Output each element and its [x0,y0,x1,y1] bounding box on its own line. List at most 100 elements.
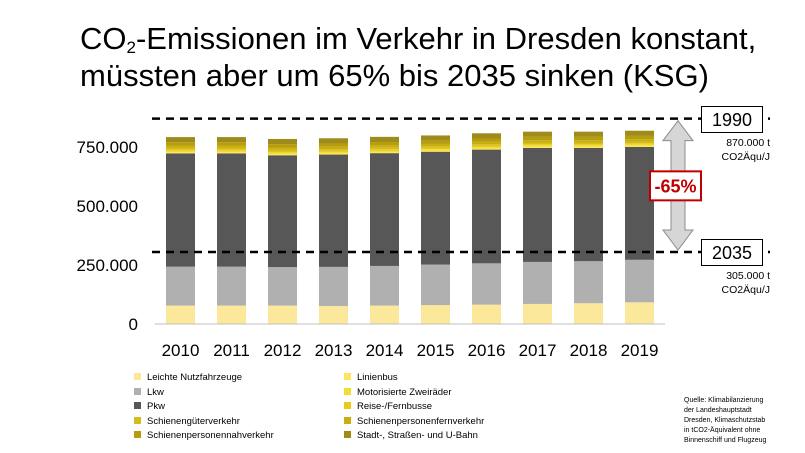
bar-segment [268,144,297,148]
reference-label-2035: 2035 [701,239,763,267]
legend-swatch [344,402,351,410]
legend-item: Reise-/Fernbusse [344,401,432,413]
bar-segment [319,149,348,151]
legend-item: Linienbus [344,372,398,384]
bar-segment [625,144,654,146]
bar-segment [217,149,246,151]
x-tick-label: 2013 [315,341,353,360]
x-tick-label: 2014 [366,341,404,360]
legend-swatch [134,402,141,410]
bar-segment [319,143,348,147]
bar-segment [472,141,501,145]
bar-segment [625,143,654,145]
bars [166,130,654,324]
legend-swatch [134,387,141,395]
legend-item: Motorisierte Zweiräder [344,387,452,399]
bar-segment [370,136,399,143]
legend-label: Schienengüterverkehr [147,415,240,427]
bar-segment [574,142,603,145]
legend-label: Pkw [147,401,165,413]
legend-item: Schienenpersonenfernverkehr [344,416,484,428]
legend-swatch [134,416,141,424]
legend-label: Stadt-, Straßen- und U-Bahn [357,430,478,442]
bar-segment [268,305,297,324]
bar-segment [421,150,450,152]
bar-segment [472,133,501,139]
bar-segment [574,261,603,304]
bar-segment [319,150,348,152]
bar-segment [166,152,195,154]
bar-segment [625,135,654,140]
bar-segment [370,150,399,152]
source-line: der Landeshauptstadt [684,407,752,414]
bar-segment [217,153,246,267]
bar-segment [523,136,552,141]
x-tick-label: 2016 [468,341,506,360]
bar-segment [421,147,450,150]
bar-segment [319,266,348,307]
bar-segment [268,147,297,150]
bar-segment [472,263,501,305]
bar-segment [268,138,297,145]
bar-segment [523,145,552,147]
legend-label: Schienenpersonenfernverkehr [357,415,485,427]
legend-swatch [344,416,351,424]
bar-segment [574,145,603,147]
bar-segment [523,144,552,146]
bar-segment [166,147,195,150]
x-tick-label: 2010 [162,341,200,360]
source-note: Quelle: Klimabilanzierung der Landeshaup… [684,396,802,446]
legend-swatch [134,431,141,439]
bar-segment [625,259,654,303]
source-line: Binnenschiff und Flugzeug [684,437,767,444]
bar-segment [472,144,501,146]
bar-segment [421,143,450,147]
bar-segment [319,146,348,150]
bar-segment [166,266,195,306]
bar-segment [166,150,195,153]
y-tick-label: 0 [129,315,138,334]
bar-segment [217,145,246,148]
reduction-label-box [649,170,702,202]
legend-item: Stadt-, Straßen- und U-Bahn [344,430,478,442]
bar-segment [217,150,246,153]
y-tick-label: 750.000 [77,138,138,157]
source-line: Dresden, Klimaschutzstab [684,417,766,424]
x-tick-label: 2015 [417,341,455,360]
y-tick-label: 500.000 [77,197,138,216]
bar-segment [319,151,348,154]
bar-segment [472,149,501,264]
chart-title: CO2-Emissionen im Verkehr in Dresden kon… [80,20,800,94]
bar-segment [523,147,552,262]
bar-segment [625,141,654,144]
bar-segment [370,142,399,146]
source-line: Quelle: Klimabilanzierung [684,397,764,404]
bar-segment [574,147,603,262]
bar-segment [472,138,501,142]
bar-segment [523,261,552,304]
bar-segment [370,305,399,324]
bar-segment [421,146,450,148]
legend-item: Lkw [134,387,164,399]
legend-item: Leichte Nutzfahrzeuge [134,372,242,384]
reference-note-2035: 305.000 t CO2Äqu/J [721,270,770,297]
bar-segment [625,130,654,136]
reference-lines [152,117,770,254]
bar-segment [370,147,399,150]
bar-segment [319,154,348,267]
reduction-label: -65% [654,176,696,196]
bar-segment [166,153,195,267]
bar-segment [370,145,399,148]
reference-label-1990: 1990 [701,105,763,133]
bar-segment [370,265,399,306]
x-tick-label: 2012 [264,341,302,360]
bar-segment [166,137,195,143]
bar-segment [472,145,501,147]
legend-item: Schienengüterverkehr [134,416,240,428]
axes: 0 250.000 500.000 750.000 2010 2011 2012 2013 20… [77,138,665,360]
legend-label: Reise-/Fernbusse [357,401,432,413]
bar-segment [625,145,654,147]
legend-swatch [344,431,351,439]
bar-segment [370,149,399,151]
